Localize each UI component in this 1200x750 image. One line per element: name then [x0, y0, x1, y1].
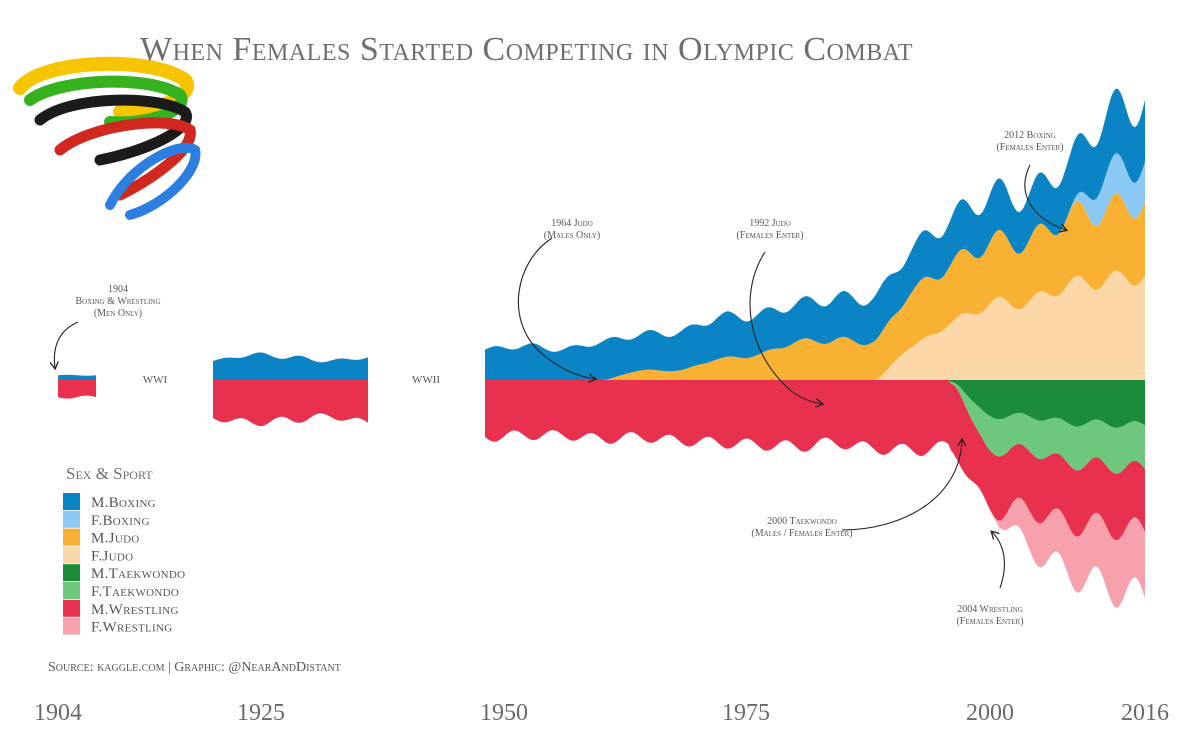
annotation-line: 1964 Judo	[551, 218, 593, 229]
stream-layer-f-wrestling	[485, 430, 1145, 608]
annotation-arrow	[992, 532, 1005, 589]
legend-label-m-judo: M.Judo	[91, 531, 140, 547]
x-axis-ticks: 1904 1925 1950 1975 2000 2016	[34, 700, 1169, 726]
legend-label-m-boxing: M.Boxing	[91, 495, 156, 511]
legend-swatch-m-judo	[63, 528, 80, 546]
source-credit: Source: kaggle.com | Graphic: @NearAndDi…	[48, 660, 341, 675]
annotation-line: (Females Enter)	[736, 230, 803, 241]
legend-swatch-f-wrestling	[63, 617, 80, 635]
annotation-line: Boxing & Wrestling	[75, 296, 160, 307]
annotation-arrow	[841, 440, 962, 531]
annotation-line: 2000 Taekwondo	[767, 516, 837, 527]
x-tick-2016: 2016	[1121, 700, 1169, 726]
legend-label-f-judo: F.Judo	[91, 548, 133, 564]
legend-swatch-f-taekwondo	[63, 582, 80, 599]
annotation-4: 2012 Boxing(Females Enter)	[996, 130, 1066, 230]
stream-layers	[58, 88, 1145, 608]
annotation-line: (Males / Females Enter)	[751, 528, 852, 539]
legend-swatch-m-boxing	[63, 493, 80, 510]
annotation-line: (Females Enter)	[996, 142, 1063, 153]
annotation-arrow	[1024, 164, 1066, 230]
annotation-line: (Men Only)	[94, 308, 142, 319]
annotation-line: 2004 Wrestling	[957, 604, 1023, 615]
x-tick-1904: 1904	[34, 700, 82, 726]
legend-label-f-boxing: F.Boxing	[91, 513, 150, 529]
annotation-line: (Females Enter)	[956, 616, 1023, 627]
annotation-line: 2012 Boxing	[1004, 130, 1056, 141]
stream-layer-m-wrestling	[213, 380, 368, 427]
legend-swatch-f-judo	[63, 546, 80, 564]
x-tick-2000: 2000	[966, 700, 1014, 726]
legend-label-f-wrestling: F.Wrestling	[91, 620, 173, 636]
legend-swatch-m-wrestling	[63, 599, 80, 617]
annotation-2: 1964 Judo(Males Only)	[517, 218, 600, 379]
stream-layer-f-judo	[485, 270, 1145, 380]
annotation-line: 1904	[108, 284, 128, 295]
annotation-6: 2004 Wrestling(Females Enter)	[956, 532, 1024, 627]
x-tick-1975: 1975	[722, 700, 770, 726]
stream-layer-m-boxing	[213, 352, 368, 380]
stream-layer-m-wrestling	[485, 380, 1145, 541]
stream-layer-m-boxing	[485, 88, 1145, 380]
legend-swatch-f-boxing	[63, 510, 80, 528]
chart-title: When Females Started Competing in Olympi…	[140, 31, 913, 68]
annotation-3: 1992 Judo(Females Enter)	[736, 218, 822, 404]
legend-swatch-m-taekwondo	[63, 564, 80, 582]
annotation-line: 1992 Judo	[749, 218, 791, 229]
legend-label-m-wrestling: M.Wrestling	[91, 602, 179, 618]
annotation-arrow	[749, 251, 822, 404]
x-tick-1925: 1925	[237, 700, 285, 726]
olympic-rings-swirl-icon	[13, 56, 201, 220]
annotation-arrow	[54, 321, 79, 368]
annotation-line: (Males Only)	[544, 230, 600, 241]
era-label-wwii: WWII	[412, 374, 440, 386]
stream-layer-m-judo	[485, 193, 1145, 380]
legend-label-f-taekwondo: F.Taekwondo	[91, 584, 179, 600]
annotation-5: 2000 Taekwondo(Males / Females Enter)	[751, 440, 962, 539]
stream-layer-m-taekwondo	[485, 380, 1145, 428]
era-label-wwi: WWI	[143, 374, 168, 386]
stream-layer-m-boxing	[58, 374, 96, 380]
stream-layer-f-taekwondo	[485, 380, 1145, 474]
stream-layer-m-wrestling	[58, 380, 96, 399]
x-tick-1950: 1950	[480, 700, 528, 726]
era-labels: WWI WWII	[143, 374, 441, 386]
legend-label-m-taekwondo: M.Taekwondo	[91, 566, 185, 582]
legend-title: Sex & Sport	[66, 464, 153, 483]
annotation-arrow	[517, 237, 595, 379]
